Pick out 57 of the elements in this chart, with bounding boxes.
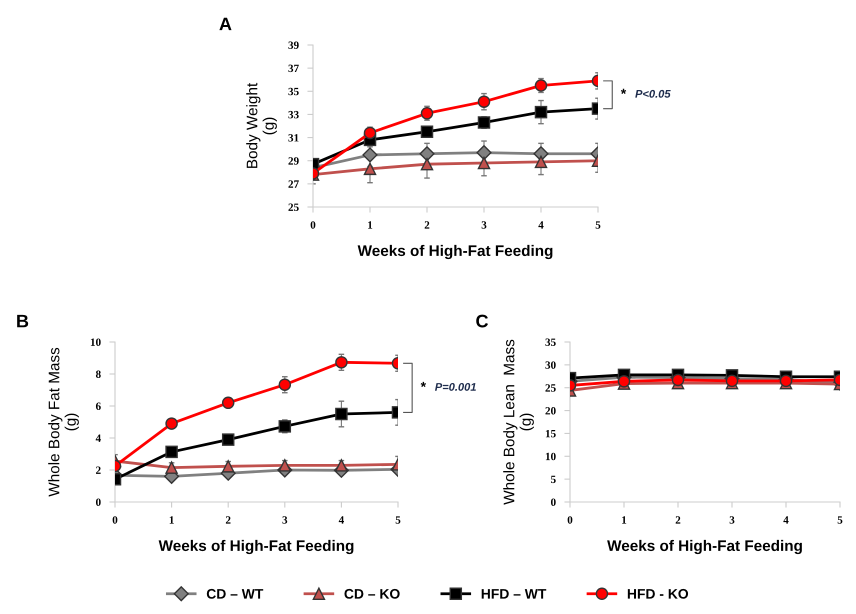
text: P<0.05 — [635, 90, 671, 98]
x-tick-label: 0 — [310, 221, 316, 229]
text: * — [620, 88, 626, 94]
chart-title: C — [476, 314, 488, 328]
x-tick-label: 0 — [568, 516, 572, 524]
x-tick-label: 1 — [170, 516, 174, 524]
y-tick-label: 35 — [288, 88, 299, 96]
x-tick-label: 1 — [368, 221, 372, 229]
y-axis-title: Whole Body Lean Mass (g) — [503, 340, 534, 505]
y-tick-label: 8 — [96, 370, 101, 378]
y-tick-label: 4 — [96, 434, 101, 442]
y-tick-label: 10 — [90, 338, 101, 346]
y-tick-label: 29 — [288, 157, 299, 165]
y-tick-label: 25 — [545, 384, 556, 392]
y-tick-label: 35 — [545, 338, 556, 346]
x-tick-label: 3 — [482, 221, 486, 229]
x-tick-label: 5 — [838, 516, 842, 524]
y-tick-label: 0 — [96, 498, 101, 506]
x-tick-label: 5 — [396, 516, 400, 524]
y-tick-label: 10 — [546, 452, 556, 460]
x-tick-label: 4 — [783, 516, 789, 524]
x-axis-title: Weeks of High-Fat Feeding — [607, 540, 802, 554]
y-tick-label: 20 — [545, 407, 556, 415]
legend-label: HFD - KO — [628, 588, 688, 599]
x-tick-label: 3 — [282, 516, 288, 524]
x-axis-title: Weeks of High-Fat Feeding — [358, 244, 552, 260]
y-axis-title: Whole Body Fat Mass (g) — [48, 348, 79, 497]
y-tick-label: 5 — [551, 476, 556, 484]
y-tick-label: 0 — [550, 498, 556, 506]
legend-label: CD – WT — [206, 588, 264, 599]
y-tick-label: 37 — [288, 64, 299, 72]
y-tick-label: 6 — [96, 402, 101, 410]
legend-label: HFD – WT — [482, 589, 546, 599]
x-tick-label: 4 — [338, 516, 344, 524]
x-tick-label: 3 — [730, 516, 734, 524]
text: * — [420, 382, 426, 388]
y-tick-label: 15 — [546, 430, 556, 438]
x-tick-label: 0 — [112, 516, 118, 524]
x-tick-label: 4 — [538, 221, 544, 229]
x-axis-title: Weeks of High-Fat Feeding — [158, 540, 354, 554]
y-tick-label: 25 — [288, 203, 299, 211]
x-tick-label: 2 — [226, 516, 230, 524]
x-tick-label: 2 — [676, 516, 680, 524]
y-tick-label: 33 — [288, 110, 299, 118]
y-tick-label: 2 — [96, 466, 101, 474]
y-axis-title: Body Weight (g) — [246, 82, 277, 168]
y-tick-label: 30 — [545, 361, 556, 369]
y-tick-label: 27 — [288, 180, 299, 188]
chart-title: A — [219, 18, 232, 30]
legend-label: CD – KO — [344, 588, 400, 599]
x-tick-label: 1 — [622, 516, 626, 524]
y-tick-label: 39 — [288, 41, 299, 49]
chart-title: B — [17, 314, 28, 328]
text: P=0.001 — [434, 382, 476, 391]
y-tick-label: 31 — [288, 134, 299, 142]
x-tick-label: 2 — [424, 221, 430, 229]
x-tick-label: 5 — [596, 221, 600, 229]
